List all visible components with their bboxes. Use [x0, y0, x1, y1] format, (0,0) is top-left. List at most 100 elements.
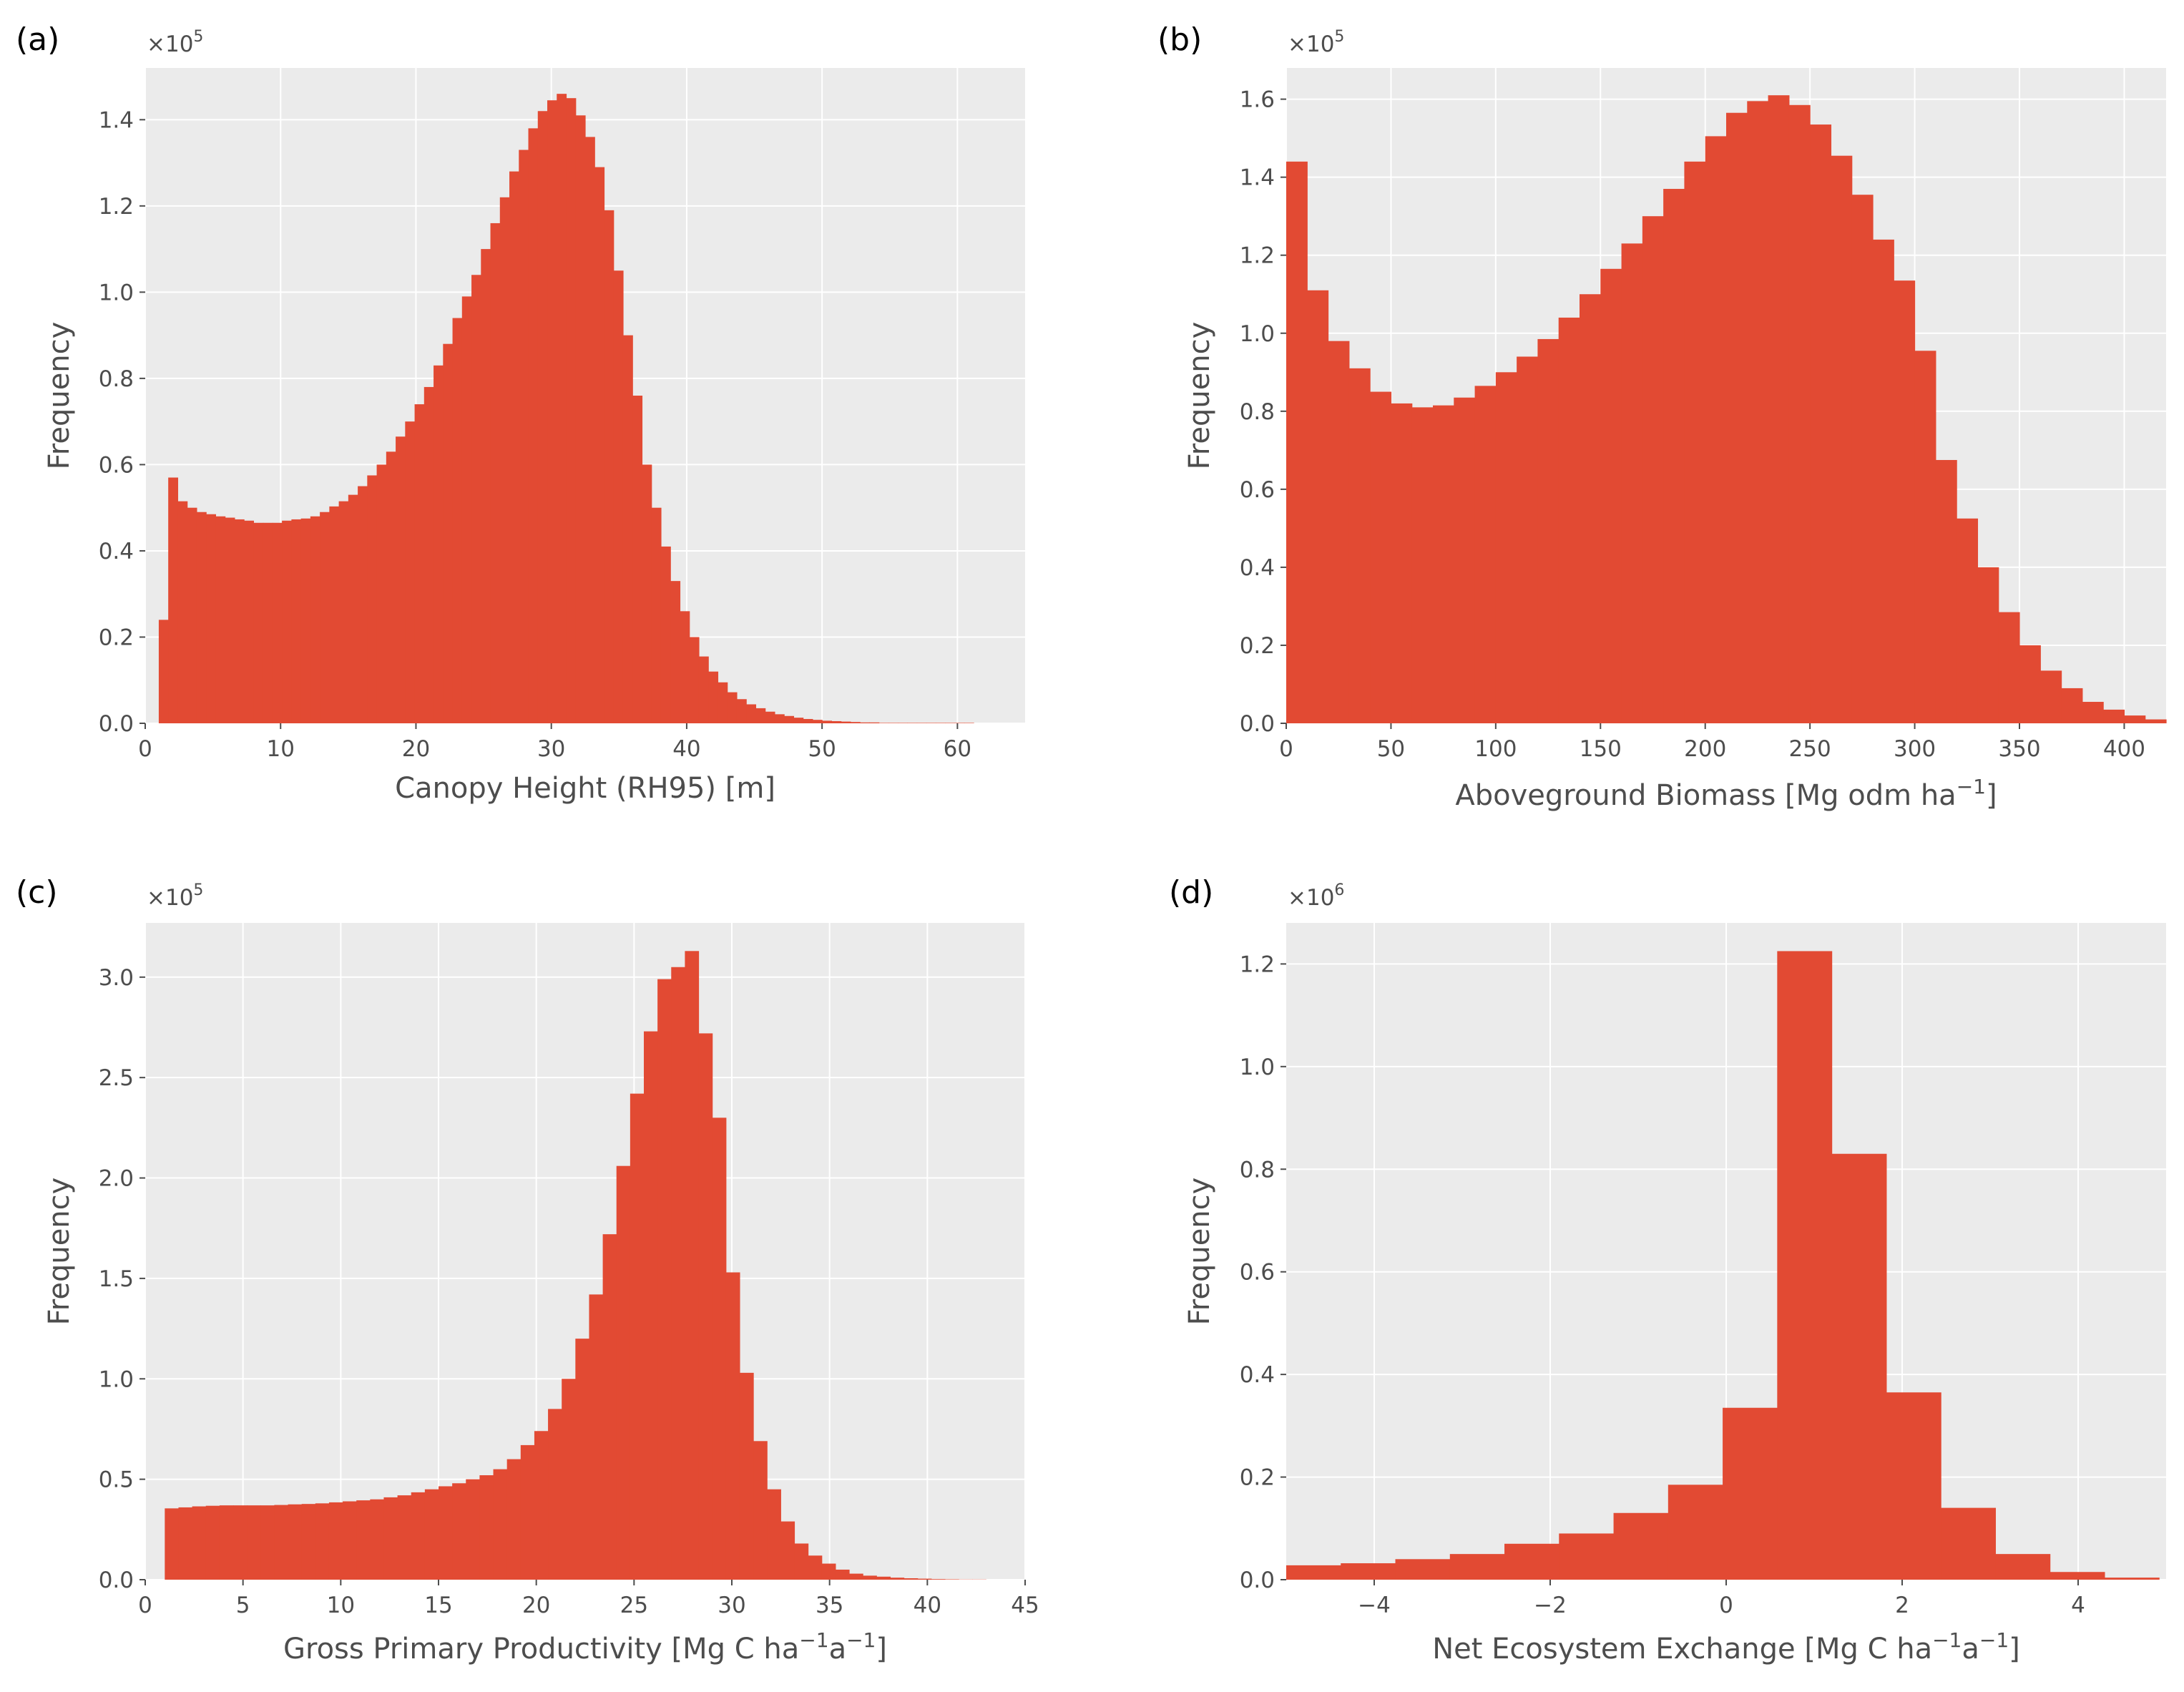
- panel-c-histogram-bar: [233, 1505, 248, 1580]
- panel-b-histogram-bar: [1810, 124, 1832, 724]
- panel-d-y-ticks: 0.0 0.2 0.4 0.6 0.8 1.0 1.2: [1240, 952, 1286, 1593]
- panel-a-histogram-bar: [196, 512, 207, 723]
- panel-a-x-tick-label: 30: [537, 736, 565, 762]
- panel-a-x-tick-label: 60: [944, 736, 971, 762]
- panel-a-histogram-bar: [660, 546, 671, 723]
- panel-b-x-ticks: 0 50 100 150 200 250 300 350 400: [1279, 723, 2145, 762]
- panel-b-x-tick-label: 150: [1580, 736, 1622, 762]
- panel-a-histogram-bar: [537, 111, 548, 723]
- panel-a-histogram-bar: [471, 275, 481, 723]
- panel-d-histogram-bar: [1723, 1407, 1778, 1580]
- panel-c-histogram-bar: [247, 1505, 261, 1580]
- panel-d-histogram-bar: [1941, 1507, 1996, 1580]
- panel-b: (b) ×105 0 50 100 150 200 250 300 350 400 0.0 0.2…: [1157, 21, 2167, 812]
- panel-b-bars: [1286, 95, 2167, 724]
- panel-c-histogram-bar: [821, 1563, 836, 1580]
- panel-c-histogram-bar: [192, 1506, 207, 1580]
- panel-b-histogram-bar: [2145, 719, 2167, 723]
- panel-c-histogram-bar: [466, 1479, 480, 1580]
- panel-c-histogram-bar: [589, 1294, 604, 1580]
- panel-b-histogram-bar: [1411, 407, 1434, 723]
- panel-b-histogram-bar: [1474, 386, 1497, 723]
- panel-b-y-axis-label: Frequency: [1183, 322, 1216, 470]
- panel-c-x-tick-label: 15: [424, 1593, 452, 1618]
- panel-a-histogram-bar: [244, 520, 254, 723]
- panel-d-histogram-bar: [1341, 1563, 1396, 1580]
- panel-b-histogram-bar: [1328, 341, 1350, 724]
- panel-c-histogram-bar: [479, 1475, 494, 1580]
- panel-b-histogram-bar: [1621, 243, 1643, 723]
- panel-c-y-tick-label: 0.0: [99, 1568, 134, 1593]
- panel-c-y-tick-label: 3.0: [99, 965, 134, 991]
- panel-b-histogram-bar: [1977, 567, 1999, 723]
- panel-d-histogram-bar: [1777, 951, 1833, 1580]
- panel-c-histogram-bar: [767, 1489, 781, 1580]
- panel-a-y-tick-label: 1.0: [99, 280, 134, 305]
- panel-c-x-tick-label: 5: [236, 1593, 250, 1618]
- panel-a-histogram-bar: [689, 637, 700, 723]
- panel-b-histogram-bar: [1705, 136, 1727, 723]
- panel-a-histogram-bar: [746, 704, 757, 723]
- panel-b-histogram-bar: [1517, 356, 1539, 723]
- panel-a-histogram-bar: [310, 516, 320, 723]
- panel-b-histogram-bar: [1935, 459, 1957, 723]
- panel-b-histogram-bar: [1454, 397, 1476, 723]
- panel-a-y-tick-label: 0.8: [99, 366, 134, 392]
- panel-b-x-tick-label: 0: [1279, 736, 1293, 762]
- panel-a-histogram-bar: [386, 451, 396, 723]
- panel-a-histogram-bar: [557, 94, 567, 723]
- panel-c-y-tick-label: 1.5: [99, 1266, 134, 1292]
- panel-d-histogram-bar: [1831, 1153, 1887, 1580]
- panel-a-histogram-bar: [187, 507, 197, 723]
- panel-c: (c) ×105 0 5 10 15 20 25 30 35 40 45 0.0 0.5 1.0 1.5…: [16, 874, 1039, 1666]
- panel-a-histogram-bar: [642, 464, 652, 723]
- panel-a-histogram-bar: [812, 720, 823, 723]
- panel-d-x-tick-label: 4: [2071, 1593, 2085, 1618]
- panel-d-histogram-bar: [2050, 1572, 2105, 1580]
- panel-a-histogram-bar: [708, 671, 719, 723]
- panel-b-x-axis-label: Aboveground Biomass [Mg odm ha−1]: [1455, 775, 1997, 812]
- panel-c-histogram-bar: [685, 951, 700, 1580]
- panel-b-histogram-bar: [1495, 372, 1517, 723]
- panel-a-histogram-bar: [822, 720, 832, 723]
- panel-c-histogram-bar: [944, 1579, 959, 1580]
- panel-a-histogram-bar: [680, 611, 690, 723]
- panel-d-histogram-bar: [1668, 1485, 1723, 1580]
- panel-c-y-multiplier: ×105: [147, 881, 203, 911]
- panel-a-histogram-bar: [499, 197, 510, 724]
- panel-d-x-tick-label: −4: [1358, 1593, 1391, 1618]
- panel-a-histogram-bar: [168, 477, 179, 723]
- panel-a-histogram-bar: [718, 682, 728, 723]
- panel-a-x-tick-label: 50: [808, 736, 836, 762]
- panel-b-y-multiplier: ×105: [1288, 28, 1344, 57]
- panel-d-y-tick-label: 1.0: [1240, 1055, 1275, 1080]
- panel-c-histogram-bar: [288, 1504, 303, 1580]
- panel-b-histogram-bar: [2103, 709, 2125, 723]
- panel-c-histogram-bar: [328, 1502, 343, 1580]
- panel-a-histogram-bar: [177, 501, 188, 723]
- panel-b-histogram-bar: [1788, 104, 1811, 724]
- panel-a-histogram-bar: [519, 150, 529, 723]
- panel-a-x-axis-label: Canopy Height (RH95) [m]: [395, 772, 775, 805]
- panel-b-histogram-bar: [1831, 155, 1853, 723]
- panel-a-histogram-bar: [434, 365, 444, 723]
- panel-c-x-tick-label: 25: [620, 1593, 648, 1618]
- panel-a-x-tick-label: 10: [267, 736, 295, 762]
- panel-a-histogram-bar: [158, 620, 169, 723]
- panel-b-histogram-bar: [1873, 239, 1894, 723]
- panel-c-histogram-bar: [890, 1578, 905, 1580]
- panel-c-histogram-bar: [562, 1379, 576, 1580]
- panel-b-histogram-bar: [2124, 715, 2146, 723]
- panel-a-histogram-bar: [698, 656, 709, 723]
- panel-c-histogram-bar: [534, 1431, 549, 1580]
- panel-a-histogram-bar: [253, 522, 264, 723]
- panel-c-histogram-bar: [849, 1573, 863, 1580]
- panel-a-histogram-bar: [490, 222, 501, 723]
- panel-b-histogram-bar: [2082, 702, 2104, 723]
- panel-d-histogram-bar: [1286, 1565, 1341, 1580]
- panel-b-histogram-bar: [1391, 403, 1413, 723]
- panel-d-y-tick-label: 1.2: [1240, 952, 1275, 977]
- panel-c-histogram-bar: [343, 1501, 357, 1580]
- panel-a-histogram-bar: [376, 464, 387, 723]
- panel-c-x-axis-label: Gross Primary Productivity [Mg C ha−1a−1…: [283, 1628, 887, 1666]
